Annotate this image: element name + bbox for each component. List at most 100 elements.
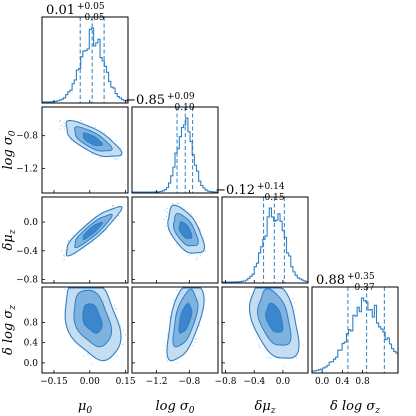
scatter-point [176, 203, 178, 205]
scatter-point [94, 126, 97, 129]
scatter-point [58, 120, 61, 122]
y-tick-label-logsigma0: −1.2 [16, 164, 38, 174]
x-tick-label-mu0: 0.00 [80, 377, 100, 387]
histogram-logsigma0: −0.85 +0.09−0.10 [125, 92, 219, 193]
scatter-point [269, 357, 271, 359]
scatter-point [164, 345, 166, 347]
y-tick-label-logsigma0: −0.8 [16, 132, 38, 142]
x-tick-label-mu0: 0.15 [116, 377, 136, 387]
scatter-point [60, 124, 63, 126]
scatter-point [196, 257, 198, 259]
scatter-point [72, 234, 74, 236]
scatter-point [99, 157, 101, 159]
scatter-point [192, 344, 194, 347]
title-lower-dmuz: −0.15 [257, 193, 285, 203]
scatter-point [112, 205, 114, 207]
scatter-point [188, 254, 190, 256]
contour-logsigma0-dlogsigmaz [164, 287, 207, 364]
scatter-point [122, 329, 124, 331]
scatter-point [267, 357, 269, 359]
scatter-point [63, 126, 65, 128]
panel-frame [311, 286, 399, 374]
title-lower-logsigma0: −0.10 [167, 103, 195, 113]
histogram-line-dmuz [221, 207, 309, 283]
panel-frame [221, 196, 309, 284]
x-axis-label-dmuz: δμz [254, 399, 275, 416]
x-tick-label-dmuz: −0.8 [215, 377, 237, 387]
scatter-point [199, 324, 201, 326]
scatter-point [112, 157, 114, 159]
scatter-point [67, 240, 69, 242]
contour-inner [265, 302, 284, 333]
scatter-point [115, 140, 117, 142]
contour-inner [82, 303, 103, 334]
scatter-point [64, 249, 67, 252]
y-tick-label-dlogsigmaz: 0.8 [24, 318, 39, 328]
scatter-point [120, 325, 122, 327]
x-tick-label-dmuz: −0.4 [243, 377, 265, 387]
panel-frame [221, 286, 309, 374]
scatter-point [114, 159, 116, 161]
title-value-mu0: 0.01 [46, 3, 75, 18]
scatter-point [199, 228, 201, 230]
panel-frame [41, 286, 129, 374]
scatter-point [165, 215, 167, 217]
histogram-mu0: 0.01 +0.05−0.05 [41, 2, 129, 103]
histogram-line-mu0 [41, 27, 129, 103]
contour-inner [82, 221, 104, 240]
scatter-point [199, 227, 201, 230]
y-tick-label-dmuz: −0.4 [16, 247, 38, 257]
scatter-point [114, 158, 116, 160]
title-value-dmuz: −0.12 [215, 183, 255, 198]
scatter-point [68, 239, 70, 242]
scatter-point [176, 289, 178, 291]
scatter-point [249, 320, 251, 322]
y-tick-label-dmuz: 0.0 [24, 218, 39, 228]
title-upper-mu0: +0.05 [77, 2, 105, 12]
scatter-point [294, 301, 296, 303]
panel-frame [131, 286, 219, 374]
y-tick-label-dlogsigmaz: 0.4 [24, 339, 39, 349]
scatter-point [80, 120, 82, 122]
scatter-point [194, 338, 197, 340]
panel-frame [41, 106, 129, 194]
scatter-point [61, 250, 63, 252]
scatter-point [70, 140, 72, 142]
scatter-point [196, 259, 198, 261]
contour-mu0-dlogsigmaz [64, 287, 126, 365]
scatter-point [63, 258, 65, 260]
scatter-point [111, 207, 113, 209]
scatter-point [196, 338, 198, 340]
panel-frame [41, 16, 129, 104]
contour-inner [178, 302, 193, 334]
scatter-point [176, 244, 178, 246]
scatter-point [302, 344, 304, 346]
y-axis-label-dmuz: δμz [1, 229, 18, 250]
x-axis-label-dlogsigmaz: δ log σz [330, 399, 380, 416]
scatter-point [178, 202, 180, 204]
title-lower-mu0: −0.05 [77, 13, 105, 23]
scatter-point [205, 299, 207, 301]
panel-frame [41, 196, 129, 284]
scatter-point [64, 128, 66, 130]
scatter-point [295, 357, 298, 359]
y-axis-label-logsigma0: log σ0 [1, 130, 18, 169]
scatter-point [259, 346, 261, 348]
x-tick-label-logsigma0: −0.8 [178, 377, 200, 387]
scatter-point [99, 235, 101, 237]
scatter-point [64, 255, 66, 257]
scatter-point [120, 147, 122, 149]
scatter-point [165, 226, 167, 228]
panel-frame [131, 196, 219, 284]
scatter-point [199, 255, 202, 257]
scatter-point [169, 316, 171, 318]
histogram-dmuz: −0.12 +0.14−0.15 [215, 182, 309, 283]
title-upper-dlogsigmaz: +0.35 [347, 272, 375, 282]
scatter-point [248, 293, 251, 295]
contour-logsigma0-dmuz [163, 202, 207, 261]
scatter-point [256, 337, 258, 339]
scatter-point [122, 343, 124, 345]
scatter-point [64, 288, 66, 290]
title-lower-dlogsigmaz: −0.37 [347, 283, 375, 293]
x-axis-label-logsigma0: log σ0 [155, 399, 194, 416]
